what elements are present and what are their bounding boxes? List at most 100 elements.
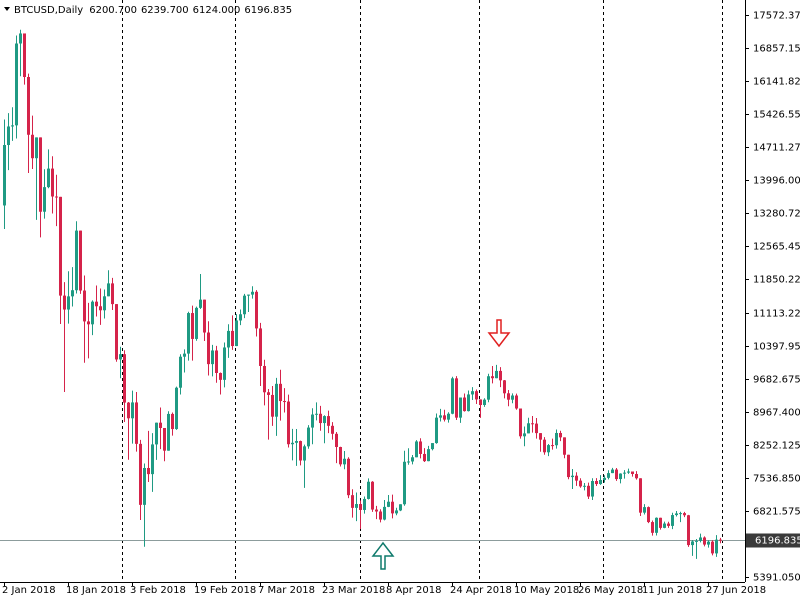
candle-body <box>447 413 450 420</box>
candle-body <box>211 350 214 365</box>
y-tick-label: 11850.225 <box>753 275 800 286</box>
y-tick-label: 10397.950 <box>753 342 800 353</box>
x-tick-label: 27 Jun 2018 <box>706 585 766 596</box>
candle-body <box>15 43 18 126</box>
y-tick-label: 5391.050 <box>753 573 800 584</box>
candle-body <box>43 187 46 212</box>
candle-body <box>279 383 282 402</box>
candle-body <box>231 330 234 347</box>
candle-body <box>239 314 242 321</box>
candle-body <box>675 513 678 516</box>
y-tick-label: 13996.000 <box>753 176 800 187</box>
candle-body <box>615 469 618 480</box>
candle-body <box>703 537 706 545</box>
sell-arrow <box>487 319 511 348</box>
x-tick-label: 8 Apr 2018 <box>386 585 441 596</box>
candle-body <box>63 295 66 310</box>
candle-body <box>407 461 410 463</box>
candle-body <box>519 408 522 437</box>
candle-body <box>291 442 294 445</box>
candle-body <box>671 515 674 526</box>
candle-body <box>191 313 194 339</box>
candle-body <box>251 291 254 295</box>
candle-body <box>475 391 478 400</box>
candle-body <box>531 423 534 425</box>
candle-body <box>115 304 118 360</box>
candle-body <box>363 498 366 510</box>
candle-body <box>495 370 498 379</box>
close-label: 6196.835 <box>244 5 292 16</box>
candle-body <box>247 294 250 296</box>
candle-body <box>419 441 422 454</box>
y-tick-label: 8252.125 <box>753 441 800 452</box>
candle-body <box>647 507 650 523</box>
candle-body <box>27 77 30 135</box>
candle-body <box>707 541 710 545</box>
candle-body <box>503 380 506 394</box>
candle-body <box>391 501 394 514</box>
candle-body <box>283 401 286 403</box>
y-tick-label: 17572.375 <box>753 11 800 22</box>
candle-body <box>235 320 238 347</box>
candle-body <box>403 461 406 505</box>
candle-body <box>659 517 662 528</box>
candle-body <box>535 423 538 434</box>
candle-body <box>3 145 6 206</box>
candle-body <box>695 540 698 542</box>
candle-body <box>471 391 474 395</box>
candle-body <box>683 513 686 516</box>
candle-body <box>443 415 446 420</box>
candle-body <box>371 481 374 510</box>
candle-body <box>607 473 610 478</box>
x-tick-label: 24 Apr 2018 <box>450 585 512 596</box>
candle-body <box>167 413 170 451</box>
candle-body <box>339 446 342 465</box>
candle-body <box>711 541 714 554</box>
candle-body <box>103 296 106 311</box>
candle-body <box>259 328 262 366</box>
candle-body <box>459 397 462 418</box>
candle-body <box>343 458 346 465</box>
header-menu-icon[interactable] <box>4 7 10 11</box>
candle-body <box>123 354 126 403</box>
candle-body <box>119 354 122 360</box>
candle-body <box>399 504 402 511</box>
candle-body <box>55 196 58 198</box>
candle-body <box>595 481 598 485</box>
candle-body <box>319 413 322 424</box>
candle-body <box>295 441 298 443</box>
candle-body <box>47 168 50 188</box>
y-tick-label: 9682.675 <box>753 375 800 386</box>
candle-body <box>255 291 258 329</box>
candle-body <box>375 509 378 512</box>
candle-body <box>83 290 86 322</box>
plot <box>0 29 745 559</box>
candle-body <box>159 422 162 428</box>
candle-body <box>583 485 586 487</box>
candle-body <box>215 350 218 373</box>
candle-body <box>579 480 582 487</box>
x-tick-label: 11 Jun 2018 <box>642 585 702 596</box>
candle-body <box>619 473 622 480</box>
open-label: 6200.700 <box>89 5 137 16</box>
y-tick-label: 6821.575 <box>753 507 800 518</box>
candle-body <box>523 433 526 437</box>
candle-body <box>467 394 470 412</box>
candle-body <box>463 397 466 412</box>
candle-body <box>599 479 602 485</box>
y-tick-label: 12565.450 <box>753 242 800 253</box>
candle-body <box>687 515 690 546</box>
candle-body <box>611 469 614 474</box>
header-text: BTCUSD,Daily 6200.700 6239.700 6124.000 6196… <box>14 5 292 16</box>
candle-body <box>559 432 562 438</box>
candle-body <box>679 513 682 515</box>
y-tick-label: 15426.550 <box>753 110 800 121</box>
candle-body <box>311 414 314 428</box>
candle-body <box>479 399 482 406</box>
candle-body <box>627 471 630 473</box>
candle-body <box>147 467 150 475</box>
candle-body <box>423 453 426 462</box>
candle-body <box>271 394 274 417</box>
